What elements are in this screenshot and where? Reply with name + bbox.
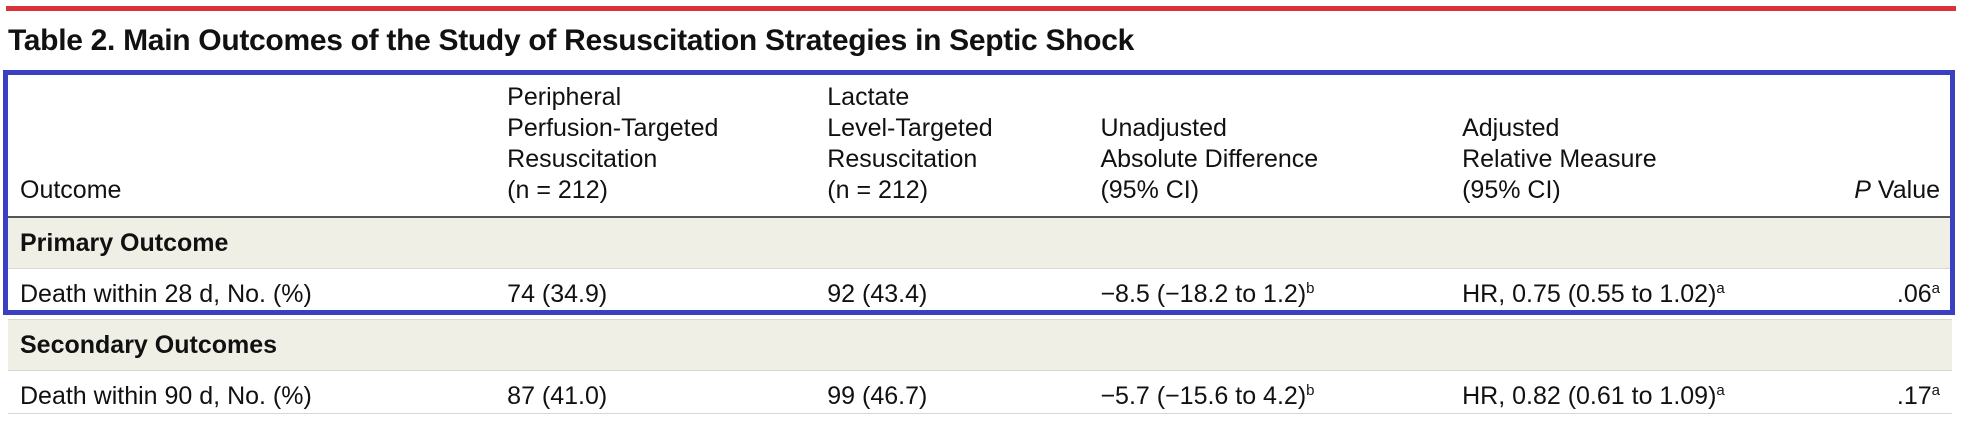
section-label: Secondary Outcomes — [8, 320, 1952, 371]
header-peripheral: Peripheral Perfusion-Targeted Resuscitat… — [495, 76, 815, 217]
footnote-marker: a — [1716, 280, 1724, 297]
cell-adjusted: HR, 0.75 (0.55 to 1.02)a — [1450, 269, 1791, 320]
cell-unadjusted: −8.5 (−18.2 to 1.2)b — [1088, 269, 1450, 320]
header-p-value: P Value — [1791, 76, 1952, 217]
footnote-marker: a — [1932, 382, 1940, 399]
cell-peripheral: 74 (34.9) — [495, 269, 815, 320]
section-row-primary: Primary Outcome — [8, 217, 1952, 269]
footnote-marker: a — [1716, 382, 1724, 399]
header-adjusted: Adjusted Relative Measure (95% CI) — [1450, 76, 1791, 217]
header-unadjusted: Unadjusted Absolute Difference (95% CI) — [1088, 76, 1450, 217]
section-row-secondary: Secondary Outcomes — [8, 320, 1952, 371]
bottom-rule — [8, 413, 1952, 414]
section-label: Primary Outcome — [8, 217, 1952, 269]
outcomes-table: Outcome Peripheral Perfusion-Targeted Re… — [8, 76, 1952, 421]
header-outcome: Outcome — [8, 76, 495, 217]
cell-p-value: .06a — [1791, 269, 1952, 320]
footnote-marker: a — [1932, 280, 1940, 297]
footnote-marker: b — [1306, 280, 1314, 297]
table-row: Death within 28 d, No. (%) 74 (34.9) 92 … — [8, 269, 1952, 320]
header-lactate: Lactate Level-Targeted Resuscitation (n … — [815, 76, 1088, 217]
header-row: Outcome Peripheral Perfusion-Targeted Re… — [8, 76, 1952, 217]
table-title: Table 2. Main Outcomes of the Study of R… — [8, 24, 1134, 58]
cell-outcome: Death within 28 d, No. (%) — [8, 269, 495, 320]
cell-lactate: 92 (43.4) — [815, 269, 1088, 320]
top-red-rule — [6, 6, 1956, 11]
footnote-marker: b — [1306, 382, 1314, 399]
